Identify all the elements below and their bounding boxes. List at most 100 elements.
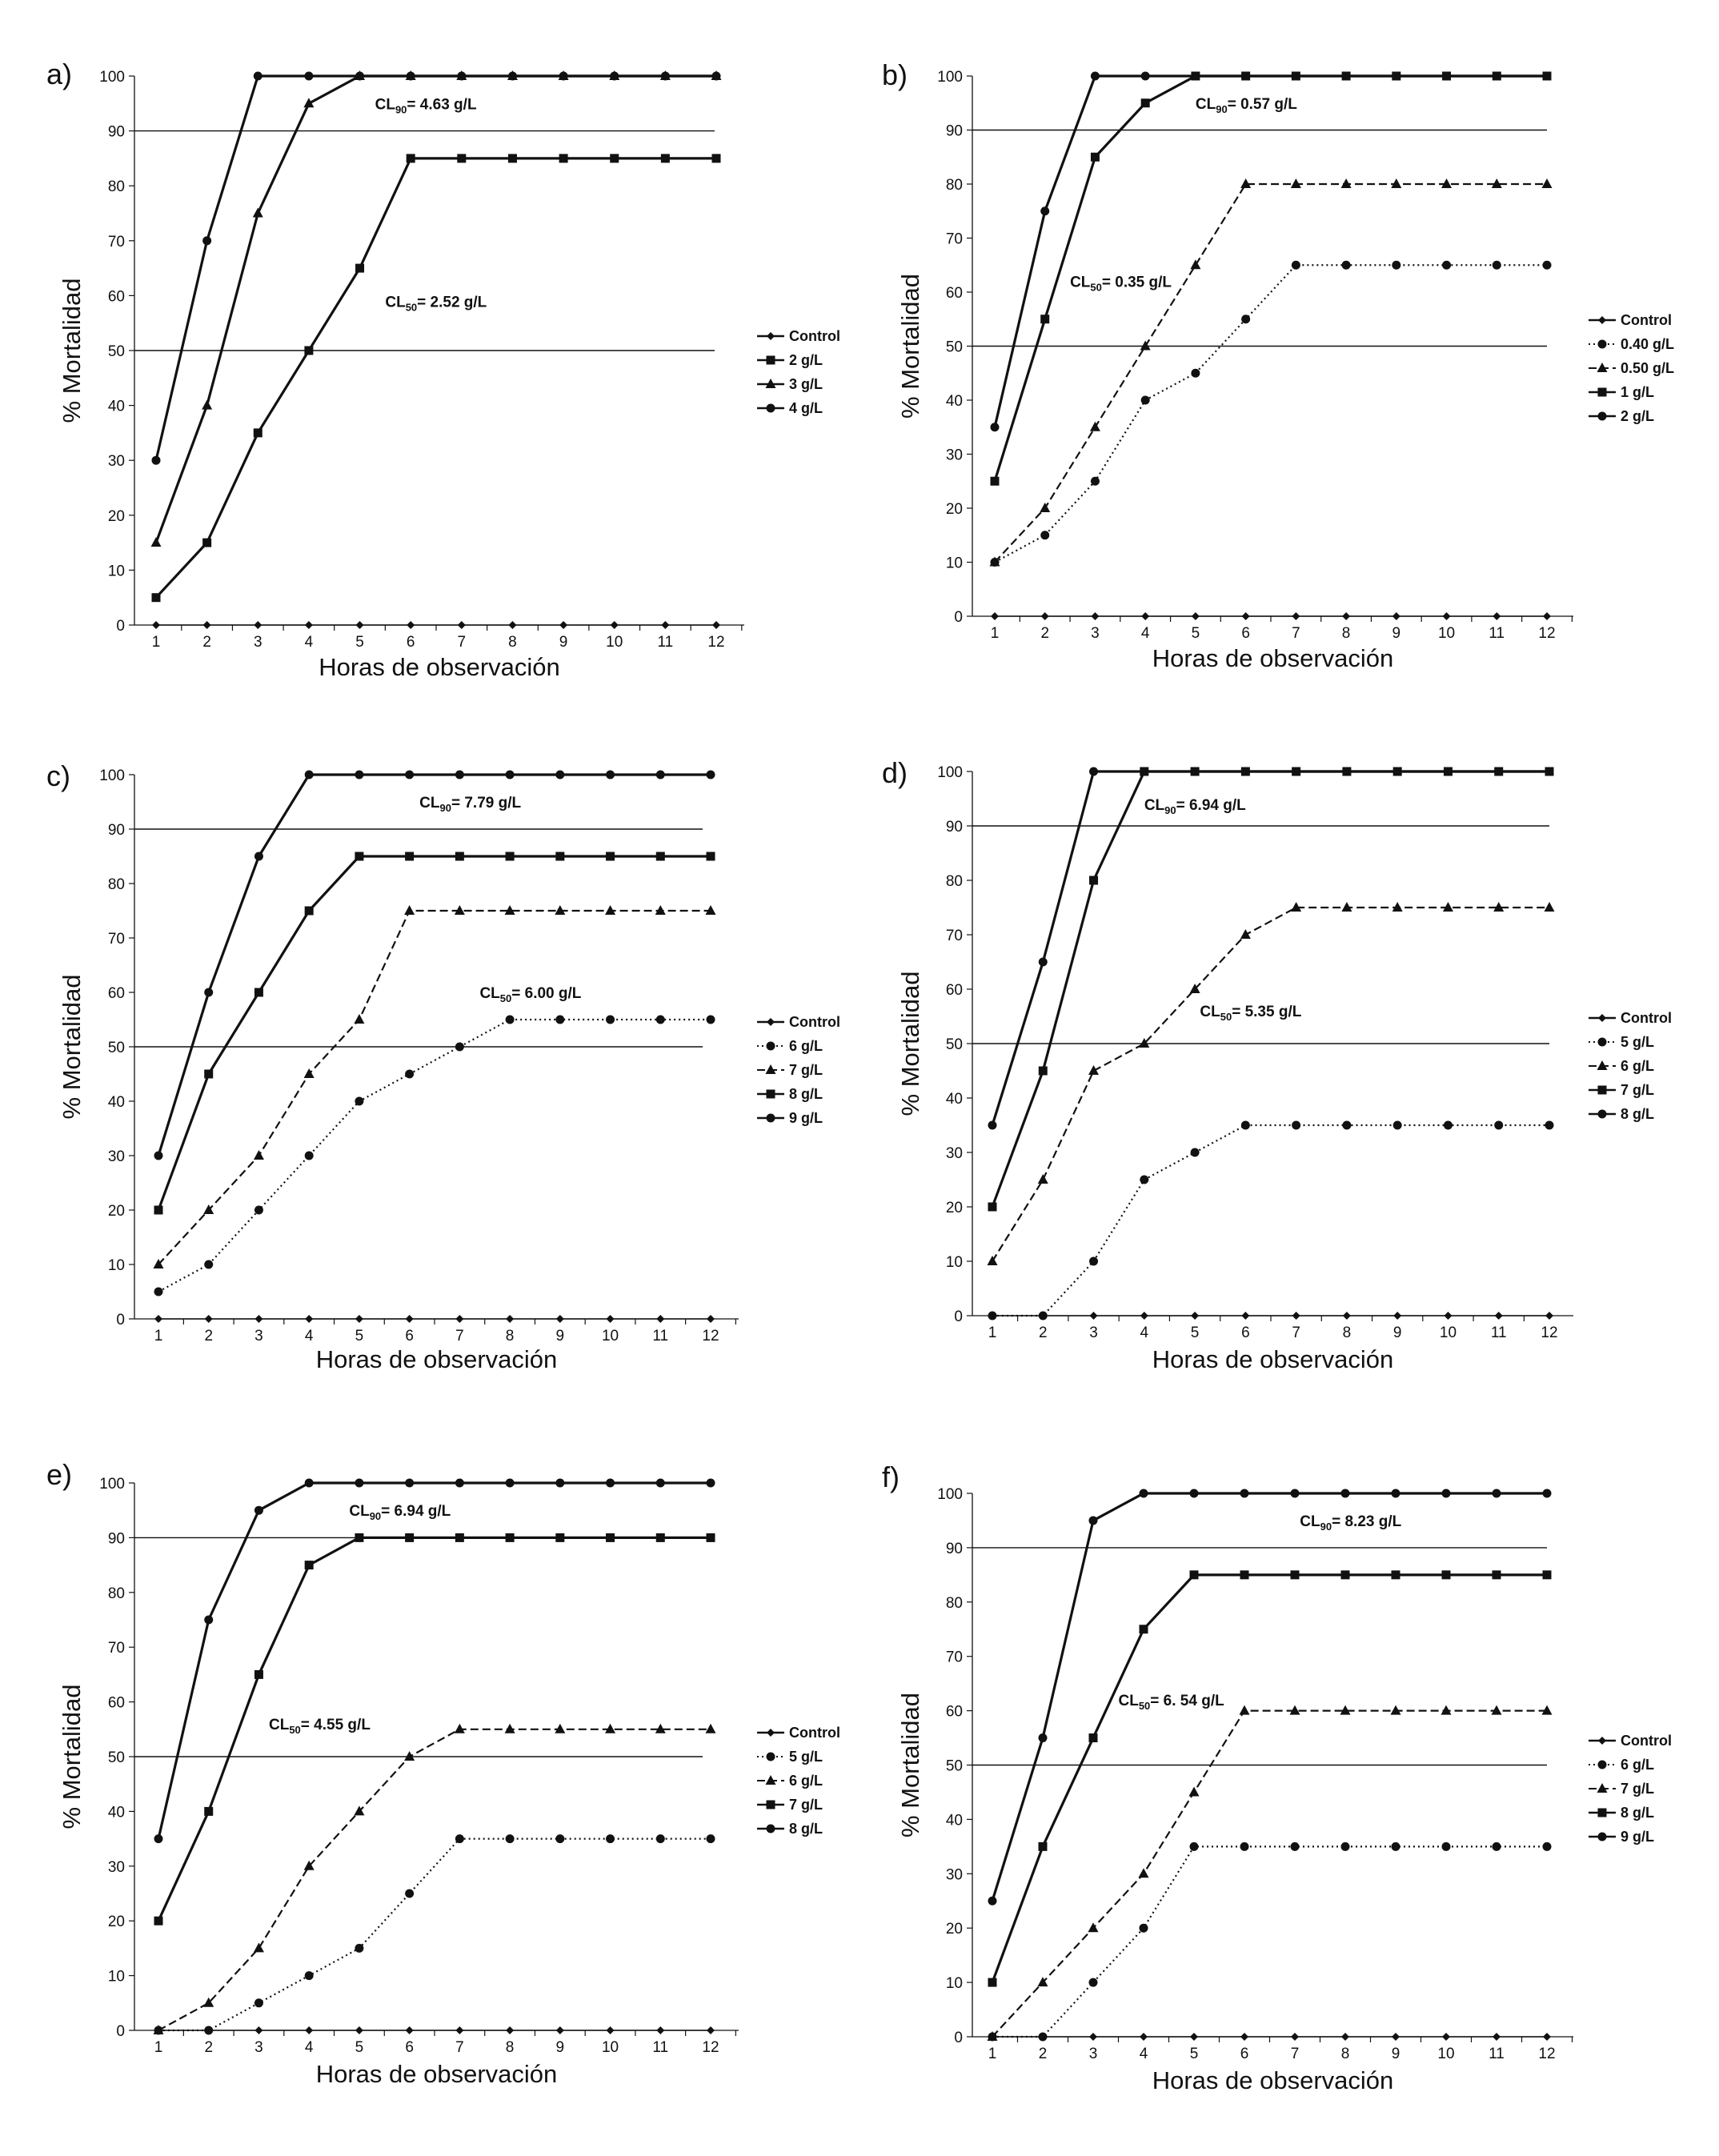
panel-e-label: e) bbox=[46, 1458, 72, 1491]
data-point bbox=[305, 1315, 314, 1323]
data-point bbox=[304, 71, 314, 81]
x-tick-label: 5 bbox=[1191, 1324, 1200, 1341]
data-point bbox=[605, 1723, 616, 1733]
data-point bbox=[1141, 612, 1150, 620]
data-point bbox=[1341, 260, 1351, 270]
x-tick-label: 10 bbox=[606, 634, 623, 651]
series-line bbox=[158, 1728, 711, 2031]
y-tick-label: 40 bbox=[108, 1804, 125, 1821]
y-tick-label: 70 bbox=[946, 928, 963, 944]
x-tick-label: 3 bbox=[1089, 1324, 1098, 1341]
data-point bbox=[1240, 1489, 1249, 1498]
y-tick-label: 70 bbox=[108, 1640, 125, 1657]
x-tick-label: 3 bbox=[254, 634, 262, 651]
x-tick-label: 7 bbox=[458, 634, 467, 651]
data-point bbox=[1443, 1120, 1453, 1130]
data-point bbox=[455, 1315, 464, 1323]
data-point bbox=[559, 71, 568, 81]
data-point bbox=[1189, 1570, 1199, 1580]
cl-annotation-50: CL50= 0.35 g/L bbox=[1070, 275, 1172, 294]
series-5-g-l bbox=[154, 1834, 715, 2035]
series-control bbox=[154, 1315, 715, 1323]
data-point bbox=[355, 770, 364, 779]
data-point bbox=[655, 1478, 665, 1488]
data-point bbox=[1542, 1570, 1552, 1580]
data-point bbox=[1442, 612, 1451, 620]
data-point bbox=[988, 1120, 997, 1130]
data-point bbox=[610, 71, 619, 81]
x-axis-title: Horas de observación bbox=[1152, 1345, 1394, 1373]
data-point bbox=[606, 1015, 615, 1024]
x-tick-label: 2 bbox=[1040, 625, 1049, 642]
legend-item: 8 g/L bbox=[1589, 1805, 1654, 1821]
data-point bbox=[1138, 1868, 1149, 1878]
data-point bbox=[606, 852, 615, 861]
data-point bbox=[559, 621, 568, 629]
data-point bbox=[505, 852, 515, 861]
legend-label: 7 g/L bbox=[789, 1797, 823, 1813]
data-point bbox=[1190, 767, 1200, 776]
y-tick-label: 30 bbox=[108, 1148, 125, 1165]
data-point bbox=[1292, 1312, 1300, 1320]
legend-label: 1 g/L bbox=[1621, 384, 1654, 400]
y-tick-label: 80 bbox=[108, 178, 125, 195]
cl-annotation-90: CL90= 6.94 g/L bbox=[349, 1503, 451, 1522]
data-point bbox=[457, 71, 467, 81]
y-tick-label: 60 bbox=[108, 1695, 125, 1712]
x-tick-label: 1 bbox=[988, 1324, 997, 1341]
y-tick-label: 60 bbox=[946, 1704, 963, 1721]
data-point bbox=[1190, 2033, 1198, 2041]
data-point bbox=[304, 906, 314, 916]
data-point bbox=[454, 905, 465, 915]
data-point bbox=[988, 1202, 997, 1212]
cl-annotation-50: CL50= 5.35 g/L bbox=[1200, 1004, 1301, 1023]
data-point bbox=[1292, 612, 1300, 620]
data-point bbox=[405, 2026, 414, 2034]
legend-item: 6 g/L bbox=[1589, 1058, 1654, 1074]
data-point bbox=[1140, 1175, 1149, 1184]
data-point bbox=[304, 1151, 314, 1160]
x-tick-label: 3 bbox=[1089, 2046, 1098, 2062]
data-point bbox=[204, 2026, 214, 2035]
data-point bbox=[559, 154, 568, 163]
x-tick-label: 7 bbox=[455, 1328, 464, 1344]
data-point bbox=[1493, 902, 1505, 912]
x-tick-label: 10 bbox=[1438, 625, 1455, 642]
data-point bbox=[1542, 71, 1552, 81]
legend-marker bbox=[767, 1729, 775, 1737]
y-tick-label: 0 bbox=[954, 1308, 963, 1325]
legend-marker bbox=[1597, 411, 1607, 421]
data-point bbox=[655, 1834, 665, 1844]
data-point bbox=[555, 905, 566, 915]
series-line bbox=[158, 1837, 711, 2032]
data-point bbox=[1088, 1516, 1098, 1525]
data-point bbox=[660, 71, 670, 81]
data-point bbox=[1291, 2033, 1299, 2041]
data-point bbox=[606, 1533, 615, 1542]
data-point bbox=[154, 1916, 163, 1926]
data-point bbox=[406, 71, 415, 81]
data-point bbox=[254, 1505, 263, 1515]
legend-marker bbox=[1597, 1060, 1608, 1070]
data-point bbox=[1038, 1733, 1048, 1743]
panel-a-label: a) bbox=[46, 58, 72, 90]
data-point bbox=[505, 1533, 515, 1542]
data-point bbox=[1442, 2033, 1450, 2041]
x-tick-label: 3 bbox=[254, 1328, 263, 1344]
data-point bbox=[202, 621, 211, 629]
data-point bbox=[1493, 612, 1501, 620]
series-line bbox=[158, 1018, 711, 1292]
data-point bbox=[1241, 315, 1251, 324]
data-point bbox=[455, 1533, 464, 1542]
series-7-g-l bbox=[154, 1533, 715, 1926]
data-point bbox=[1089, 767, 1099, 776]
legend-marker bbox=[766, 1089, 775, 1099]
x-tick-label: 11 bbox=[1489, 2046, 1505, 2062]
x-axis-title: Horas de observación bbox=[319, 653, 560, 681]
data-point bbox=[1441, 1570, 1451, 1580]
x-tick-label: 6 bbox=[1241, 1324, 1250, 1341]
series-2-g-l bbox=[990, 71, 1552, 432]
legend-item: 7 g/L bbox=[757, 1062, 823, 1078]
x-tick-label: 11 bbox=[1489, 625, 1505, 642]
